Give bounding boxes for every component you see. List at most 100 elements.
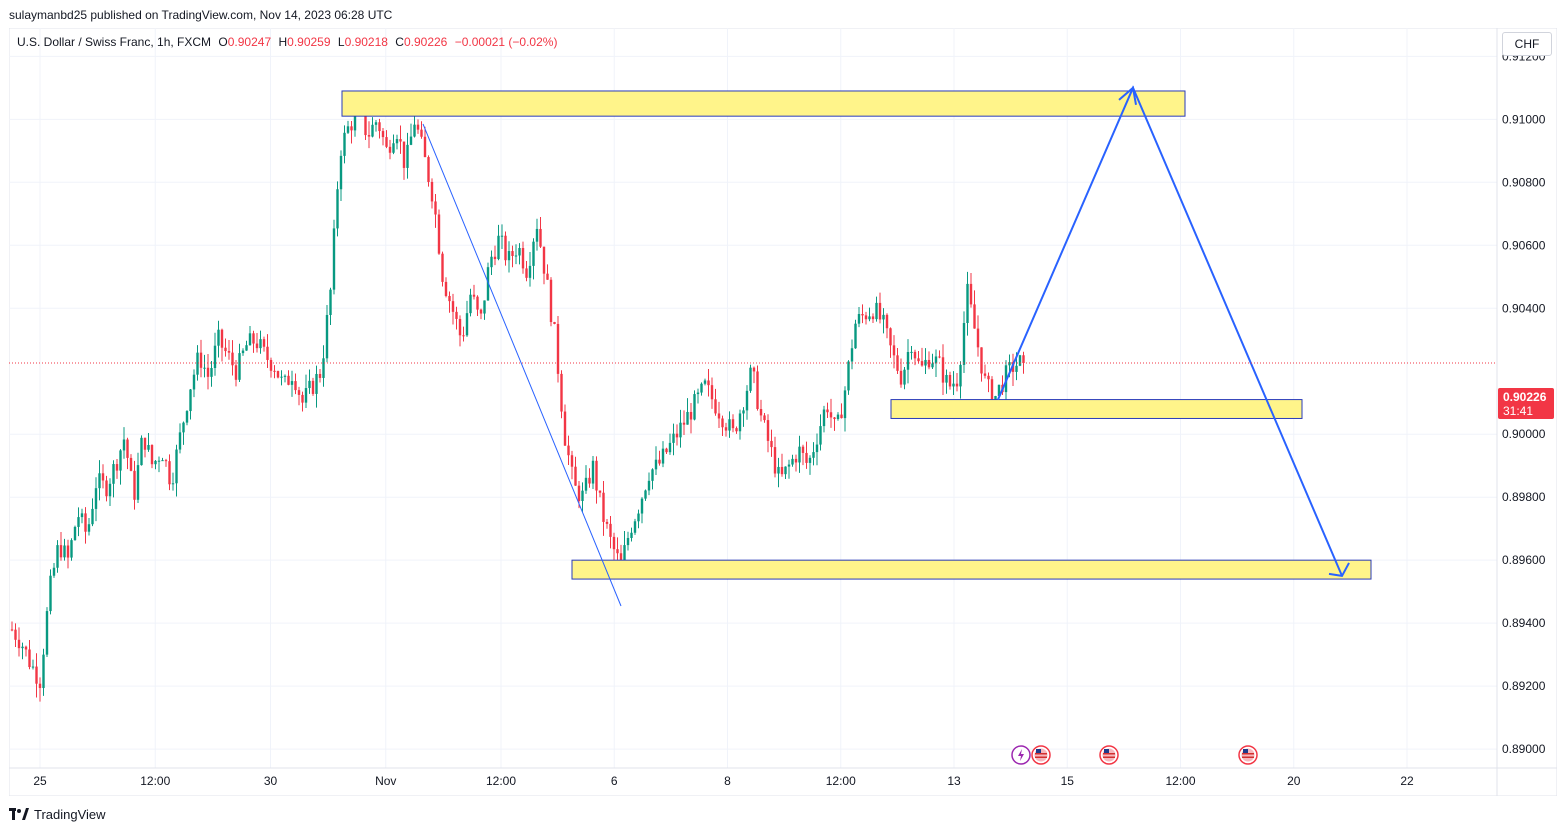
time-axis[interactable]: 25 12:00 30 Nov 12:00 6 8 12:00 13 15 12:00 20 22 (9, 767, 1557, 788)
us-flag-icon[interactable] (1031, 745, 1051, 765)
candle-body (304, 388, 308, 403)
candle-body (784, 466, 787, 475)
candle-body (861, 313, 864, 316)
us-flag-icon[interactable] (1099, 745, 1119, 765)
candle-body (479, 309, 483, 314)
candle-body (210, 368, 213, 377)
candle-body (871, 316, 875, 320)
us-flag-icon-canton (1243, 749, 1248, 753)
candle-body (910, 351, 913, 353)
zone-rect[interactable] (890, 399, 1303, 419)
candle-body (1015, 365, 1018, 372)
candle-body (367, 135, 371, 137)
candle-body (672, 433, 675, 443)
drawings[interactable] (422, 85, 1350, 607)
candle-body (990, 379, 994, 403)
candle-body (721, 418, 724, 428)
candle-body (385, 137, 388, 147)
us-flag-icon-canton (1036, 749, 1041, 753)
candle-body (728, 419, 731, 431)
candle-body (700, 383, 703, 393)
price-tick-label: 0.90000 (1502, 427, 1546, 441)
lightning-icon[interactable] (1011, 745, 1031, 765)
open-label: O (218, 35, 228, 49)
candle-body (276, 371, 280, 378)
candle-body (833, 417, 836, 420)
candle-body (262, 339, 266, 347)
candle-body (87, 524, 91, 532)
trend-line[interactable] (422, 123, 622, 607)
time-tick-label: 8 (724, 774, 731, 788)
projection-path[interactable] (997, 85, 1343, 577)
candle-body (609, 523, 612, 537)
candle-body (812, 452, 815, 458)
price-chart[interactable]: 0.912000.910000.908000.906000.904000.900… (9, 28, 1557, 796)
candle-body (161, 460, 164, 462)
candles (10, 98, 1025, 702)
candle-body (938, 356, 941, 358)
candle-body (129, 457, 133, 471)
candle-body (14, 629, 17, 640)
candle-body (280, 376, 283, 378)
candle-body (115, 464, 119, 471)
candle-body (801, 446, 805, 453)
candle-body (738, 413, 742, 432)
candle-body (416, 124, 420, 130)
price-axis[interactable]: 0.912000.910000.908000.906000.904000.900… (1496, 28, 1546, 796)
candle-body (584, 477, 588, 491)
zone-rect[interactable] (341, 90, 1186, 117)
candle-body (934, 356, 938, 364)
price-tick-label: 0.89800 (1502, 490, 1546, 504)
candle-body (185, 411, 189, 423)
us-flag-icon-stripe (1035, 753, 1047, 755)
zones[interactable] (341, 90, 1372, 580)
candle-body (647, 480, 651, 491)
candle-body (980, 347, 983, 374)
candle-body (525, 268, 528, 278)
candle-body (595, 460, 598, 491)
candle-body (413, 124, 416, 137)
zone-rect[interactable] (571, 559, 1372, 580)
candle-body (931, 363, 934, 368)
us-flag-icon-canton (1104, 749, 1109, 753)
candle-body (829, 412, 833, 418)
candle-body (689, 411, 693, 420)
symbol-legend: U.S. Dollar / Swiss Franc, 1h, FXCM O0.9… (17, 35, 557, 49)
candle-body (749, 367, 752, 391)
chart-frame[interactable]: 0.91200 0.91000 0.90800 0.90600 0.90400 0.900… (9, 28, 1557, 796)
event-markers[interactable] (1011, 745, 1258, 765)
candle-body (644, 490, 647, 499)
candle-body (882, 314, 885, 320)
low-label: L (337, 35, 345, 49)
candle-body (791, 458, 794, 465)
candle-body (546, 273, 549, 280)
candle-body (966, 283, 969, 324)
candle-body (819, 426, 822, 445)
candle-body (269, 359, 273, 371)
candle-body (451, 301, 455, 312)
candle-body (189, 389, 192, 412)
us-flag-icon-stripe (1242, 756, 1254, 758)
candle-body (266, 346, 269, 360)
candle-body (903, 369, 906, 385)
candle-body (301, 394, 304, 403)
candle-body (973, 304, 976, 329)
candle-body (836, 414, 840, 420)
candle-body (927, 359, 931, 368)
candle-body (336, 189, 339, 229)
candle-body (724, 427, 728, 431)
time-tick-label: 22 (1400, 774, 1414, 788)
high-label: H (278, 35, 288, 49)
candle-body (430, 181, 434, 202)
candle-body (556, 323, 560, 374)
candle-body (798, 446, 801, 463)
candle-body (126, 439, 129, 458)
candle-body (612, 536, 616, 550)
tradingview-logo-icon (9, 808, 29, 820)
candle-body (955, 383, 959, 387)
candle-body (759, 409, 763, 416)
price-tick-label: 0.89400 (1502, 616, 1546, 630)
candle-body (1022, 355, 1025, 364)
currency-button[interactable]: CHF (1502, 32, 1552, 56)
us-flag-icon[interactable] (1238, 745, 1258, 765)
